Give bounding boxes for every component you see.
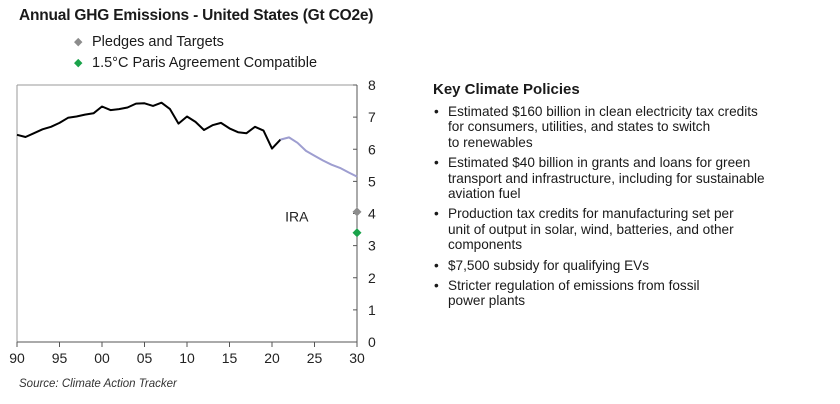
y-tick-label: 6 xyxy=(368,141,376,157)
policy-item: Estimated $40 billion in grants and loan… xyxy=(433,155,813,201)
y-tick-label: 8 xyxy=(368,77,376,93)
policy-line: aviation fuel xyxy=(448,186,521,202)
policy-item: $7,500 subsidy for qualifying EVs xyxy=(433,257,813,274)
y-tick-label: 5 xyxy=(368,173,376,189)
legend-item-pledges: ◆ Pledges and Targets xyxy=(74,31,317,52)
paris-marker xyxy=(352,228,362,238)
source-note: Source: Climate Action Tracker xyxy=(19,378,177,390)
y-tick-label: 0 xyxy=(368,334,376,350)
policies-panel: Key Climate Policies Estimated $160 bill… xyxy=(433,81,813,314)
series-line-ira xyxy=(280,136,358,178)
policy-line: for consumers, utilities, and states to … xyxy=(448,119,711,135)
legend: ◆ Pledges and Targets ◆ 1.5°C Paris Agre… xyxy=(74,31,317,73)
policy-line: $7,500 subsidy for qualifying EVs xyxy=(448,257,650,273)
legend-label-pledges: Pledges and Targets xyxy=(92,33,224,50)
policy-line: Stricter regulation of emissions from fo… xyxy=(448,278,700,294)
y-tick-label: 7 xyxy=(368,109,376,125)
policy-line: Production tax credits for manufacturing… xyxy=(448,206,734,222)
policy-line: components xyxy=(448,237,523,253)
policies-title: Key Climate Policies xyxy=(433,81,580,98)
x-tick-label: 00 xyxy=(94,350,110,366)
series-line-historical xyxy=(16,101,282,150)
x-tick-label: 10 xyxy=(179,350,195,366)
legend-item-paris: ◆ 1.5°C Paris Agreement Compatible xyxy=(74,52,317,73)
x-tick-label: 95 xyxy=(52,350,68,366)
green-diamond-icon: ◆ xyxy=(74,57,83,69)
policy-line: Estimated $40 billion in grants and loan… xyxy=(448,155,751,171)
chart: 0 1 2 3 4 5 6 7 8 90 95 00 05 10 15 20 25 30 IRA xyxy=(9,77,376,366)
policy-line: to renewables xyxy=(448,134,533,150)
policy-list: Estimated $160 billion in clean electric… xyxy=(433,104,813,309)
ira-annotation: IRA xyxy=(285,209,309,225)
y-tick-label: 1 xyxy=(368,302,376,318)
y-tick-label: 3 xyxy=(368,238,376,254)
policy-item: Production tax credits for manufacturing… xyxy=(433,206,813,252)
policy-line: power plants xyxy=(448,293,526,309)
chart-title: Annual GHG Emissions - United States (Gt… xyxy=(19,7,374,24)
pledges-marker xyxy=(352,207,362,217)
x-tick-label: 90 xyxy=(9,350,25,366)
legend-label-paris: 1.5°C Paris Agreement Compatible xyxy=(92,54,318,71)
y-tick-label: 2 xyxy=(368,270,376,286)
x-tick-label: 20 xyxy=(264,350,280,366)
policy-item: Estimated $160 billion in clean electric… xyxy=(433,104,813,150)
y-tick-label: 4 xyxy=(368,206,376,222)
x-tick-label: 15 xyxy=(222,350,238,366)
gray-diamond-icon: ◆ xyxy=(74,36,83,48)
policy-item: Stricter regulation of emissions from fo… xyxy=(433,278,813,309)
x-tick-label: 05 xyxy=(137,350,153,366)
policy-line: transport and infrastructure, including … xyxy=(448,170,765,186)
policy-line: unit of output in solar, wind, batteries… xyxy=(448,221,734,237)
x-tick-label: 25 xyxy=(307,350,323,366)
policy-line: Estimated $160 billion in clean electric… xyxy=(448,104,758,119)
x-tick-label: 30 xyxy=(349,350,365,366)
